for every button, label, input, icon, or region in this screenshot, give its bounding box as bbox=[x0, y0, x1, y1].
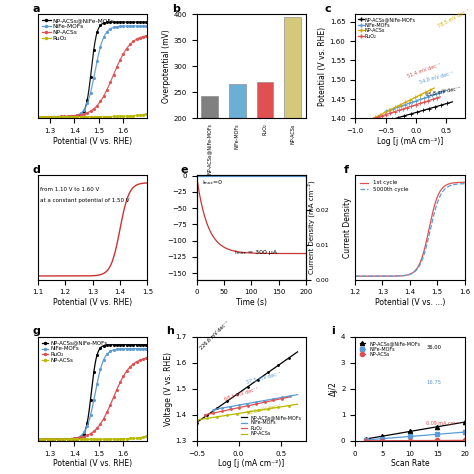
Y-axis label: Δj/2: Δj/2 bbox=[329, 382, 338, 396]
Legend: NP-ACSs@NiFe-MOFs, NiFe-MOFs, NP-ACSs: NP-ACSs@NiFe-MOFs, NiFe-MOFs, NP-ACSs bbox=[357, 339, 422, 359]
5000th cycle bbox=[396, 273, 401, 279]
Text: a: a bbox=[32, 4, 40, 14]
Text: 0.09 mA cm⁻²: 0.09 mA cm⁻² bbox=[426, 421, 460, 426]
Text: e: e bbox=[180, 165, 188, 175]
Text: 226.6 mV dec⁻¹: 226.6 mV dec⁻¹ bbox=[199, 319, 229, 350]
Text: d: d bbox=[32, 165, 40, 175]
1st cycle bbox=[365, 273, 371, 279]
Text: 57.5 mV dec⁻¹: 57.5 mV dec⁻¹ bbox=[246, 371, 281, 384]
Text: 78.5 mV dec⁻¹: 78.5 mV dec⁻¹ bbox=[437, 8, 471, 29]
X-axis label: Time (s): Time (s) bbox=[236, 298, 267, 307]
Text: f: f bbox=[344, 165, 349, 175]
Text: i: i bbox=[331, 327, 335, 337]
1st cycle bbox=[431, 204, 437, 210]
Bar bbox=[229, 84, 246, 222]
Y-axis label: Current Density: Current Density bbox=[343, 197, 352, 258]
Text: h: h bbox=[166, 327, 174, 337]
1st cycle bbox=[421, 248, 427, 254]
Legend: NP-ACSs@NiFe-MOFs, NiFe-MOFs, RuO₂, NP-ACSs: NP-ACSs@NiFe-MOFs, NiFe-MOFs, RuO₂, NP-A… bbox=[41, 339, 109, 365]
Line: 5000th cycle: 5000th cycle bbox=[355, 184, 465, 276]
Y-axis label: Current Density (mA cm⁻²): Current Density (mA cm⁻²) bbox=[307, 181, 315, 274]
5000th cycle bbox=[388, 273, 393, 279]
Text: 54.8 mV dec⁻¹: 54.8 mV dec⁻¹ bbox=[419, 71, 454, 85]
Line: 1st cycle: 1st cycle bbox=[355, 182, 465, 276]
Text: g: g bbox=[32, 327, 40, 337]
1st cycle bbox=[432, 202, 438, 208]
Text: b: b bbox=[173, 4, 180, 14]
Text: 68.3 mV dec⁻¹: 68.3 mV dec⁻¹ bbox=[224, 387, 259, 402]
X-axis label: Potential (V vs. RHE): Potential (V vs. RHE) bbox=[53, 459, 132, 468]
Text: c: c bbox=[325, 4, 331, 14]
Text: 36.00: 36.00 bbox=[426, 345, 441, 350]
X-axis label: Scan Rate: Scan Rate bbox=[391, 459, 429, 468]
X-axis label: Potential (V vs. RHE): Potential (V vs. RHE) bbox=[53, 137, 132, 146]
Text: at a constant potential of 1.50 V: at a constant potential of 1.50 V bbox=[40, 198, 129, 202]
Bar bbox=[284, 17, 301, 222]
5000th cycle bbox=[462, 181, 467, 187]
5000th cycle bbox=[432, 209, 438, 215]
Text: from 1.10 V to 1.60 V: from 1.10 V to 1.60 V bbox=[40, 187, 100, 192]
Text: iₘₐₓ=0: iₘₐₓ=0 bbox=[202, 180, 222, 185]
Text: 45.8 mV dec⁻¹: 45.8 mV dec⁻¹ bbox=[425, 85, 461, 98]
5000th cycle bbox=[431, 211, 437, 217]
5000th cycle bbox=[421, 252, 427, 258]
Y-axis label: Potential (V vs. RHE): Potential (V vs. RHE) bbox=[318, 27, 327, 106]
X-axis label: Potential (V vs. RHE): Potential (V vs. RHE) bbox=[53, 298, 132, 307]
Text: 50.6 mV dec⁻¹: 50.6 mV dec⁻¹ bbox=[246, 403, 282, 416]
Bar bbox=[201, 96, 218, 222]
Y-axis label: Voltage (V vs. RHE): Voltage (V vs. RHE) bbox=[164, 352, 173, 426]
X-axis label: Log [j (mA cm⁻²)]: Log [j (mA cm⁻²)] bbox=[218, 459, 284, 468]
Legend: NP-ACSs@NiFe-MOFs, NiFe-MOFs, RuO₂, NP-ACSs: NP-ACSs@NiFe-MOFs, NiFe-MOFs, RuO₂, NP-A… bbox=[239, 413, 303, 438]
1st cycle bbox=[388, 273, 393, 279]
Legend: NP-ACSs@NiFe-MOFs, NiFe-MOFs, NP-ACSs, RuO₂: NP-ACSs@NiFe-MOFs, NiFe-MOFs, NP-ACSs, R… bbox=[41, 17, 116, 43]
Text: 51.4 mV dec⁻¹: 51.4 mV dec⁻¹ bbox=[407, 62, 442, 79]
5000th cycle bbox=[365, 273, 371, 279]
5000th cycle bbox=[352, 273, 358, 279]
Legend: 1st cycle, 5000th cycle: 1st cycle, 5000th cycle bbox=[358, 178, 410, 194]
Bar bbox=[257, 82, 273, 222]
Text: iₘₐₓ = 300 μA: iₘₐₓ = 300 μA bbox=[235, 249, 277, 255]
X-axis label: Potential (V vs. ...): Potential (V vs. ...) bbox=[374, 298, 445, 307]
Y-axis label: Overpotential (mV): Overpotential (mV) bbox=[162, 29, 171, 103]
Legend: NP-ACSs@NiFe-MOFs, NiFe-MOFs, NP-ACSs, RuO₂: NP-ACSs@NiFe-MOFs, NiFe-MOFs, NP-ACSs, R… bbox=[357, 17, 416, 39]
X-axis label: Log [j (mA cm⁻²)]: Log [j (mA cm⁻²)] bbox=[377, 137, 443, 146]
Text: 16.75: 16.75 bbox=[426, 380, 441, 384]
1st cycle bbox=[462, 180, 467, 185]
1st cycle bbox=[396, 273, 401, 279]
1st cycle bbox=[352, 273, 358, 279]
